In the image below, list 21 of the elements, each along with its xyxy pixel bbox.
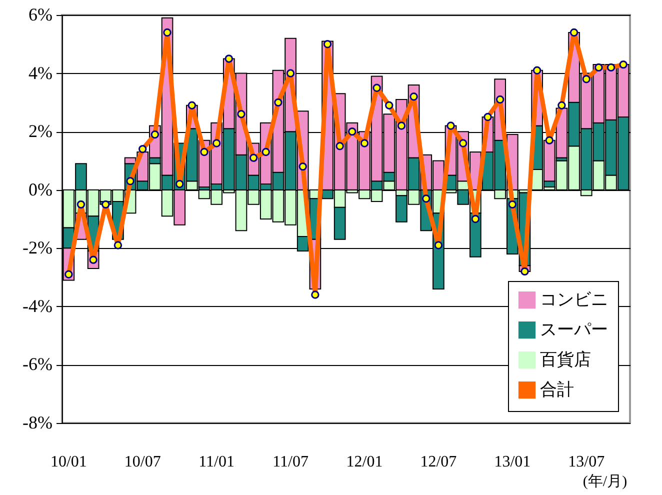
y-tick-label: 6% bbox=[28, 4, 52, 24]
y-tick-label: -6% bbox=[22, 354, 52, 374]
y-tick-label: 0% bbox=[28, 179, 52, 200]
y-tick-label: -8% bbox=[22, 412, 52, 432]
text: (年/月) bbox=[582, 473, 628, 490]
x-tick-label: 10/01 bbox=[50, 454, 87, 470]
y-tick-label: -2% bbox=[22, 238, 52, 258]
y-tick-label: -4% bbox=[22, 296, 52, 316]
x-tick-label: 10/07 bbox=[124, 454, 161, 470]
legend-label: スーパー bbox=[540, 320, 608, 339]
legend-label: コンビニ bbox=[540, 290, 608, 309]
x-tick-label: 13/07 bbox=[568, 454, 605, 470]
legend-label: 合計 bbox=[540, 380, 574, 399]
x-tick-label: 12/01 bbox=[346, 454, 383, 470]
y-tick-label: 2% bbox=[28, 121, 52, 142]
y-tick-label: 4% bbox=[28, 62, 52, 83]
legend-label: 百貨店 bbox=[540, 350, 591, 369]
x-tick-label: 13/01 bbox=[494, 454, 531, 470]
x-tick-label: 11/07 bbox=[272, 454, 308, 470]
x-tick-label: 11/01 bbox=[198, 454, 235, 470]
x-tick-label: 12/07 bbox=[420, 454, 457, 470]
